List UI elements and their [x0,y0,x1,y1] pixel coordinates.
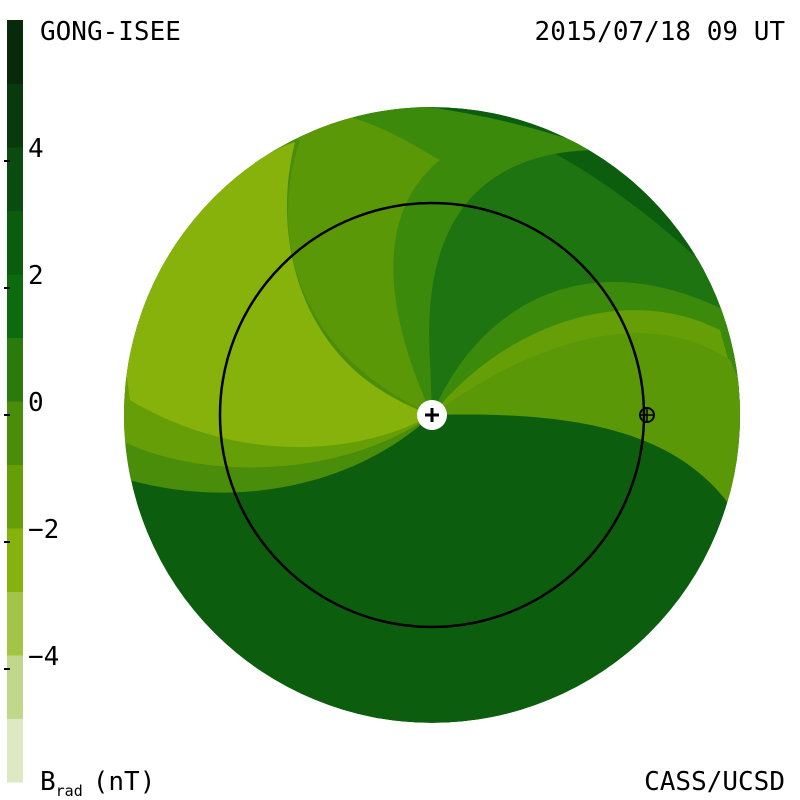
earth-cross [640,408,654,422]
colorbar-band [7,591,23,656]
quantity: B [40,767,56,797]
colorbar-band [7,147,23,211]
colorbar-tick-label: −4 [28,642,59,672]
colorbar-band [7,528,23,592]
credit: CASS/UCSD [644,767,785,797]
colorbar-tick-label: −2 [28,515,59,545]
quantity-subscript: rad [56,782,83,800]
colorbar-band [7,337,23,402]
colorbar-band [7,655,23,719]
source-label: GONG-ISEE [40,17,181,47]
colorbar-band [7,83,23,148]
colorbar-tick-label: 2 [28,261,44,291]
colorbar-band [7,718,23,783]
unit: (nT) [93,767,156,797]
colorbar-band [7,464,23,529]
quantity-label: Brad (nT) [40,767,155,800]
colorbar-tick-label: 4 [28,134,44,164]
colorbar: 4 2 0 −2 −4 [4,20,59,783]
colorbar-band [7,274,23,338]
colorbar-band [7,20,23,84]
colorbar-band [7,210,23,275]
colorbar-tick-label: 0 [28,388,44,418]
colorbar-band [7,401,23,465]
timestamp: 2015/07/18 09 UT [535,17,786,47]
sun-marker [425,408,439,422]
